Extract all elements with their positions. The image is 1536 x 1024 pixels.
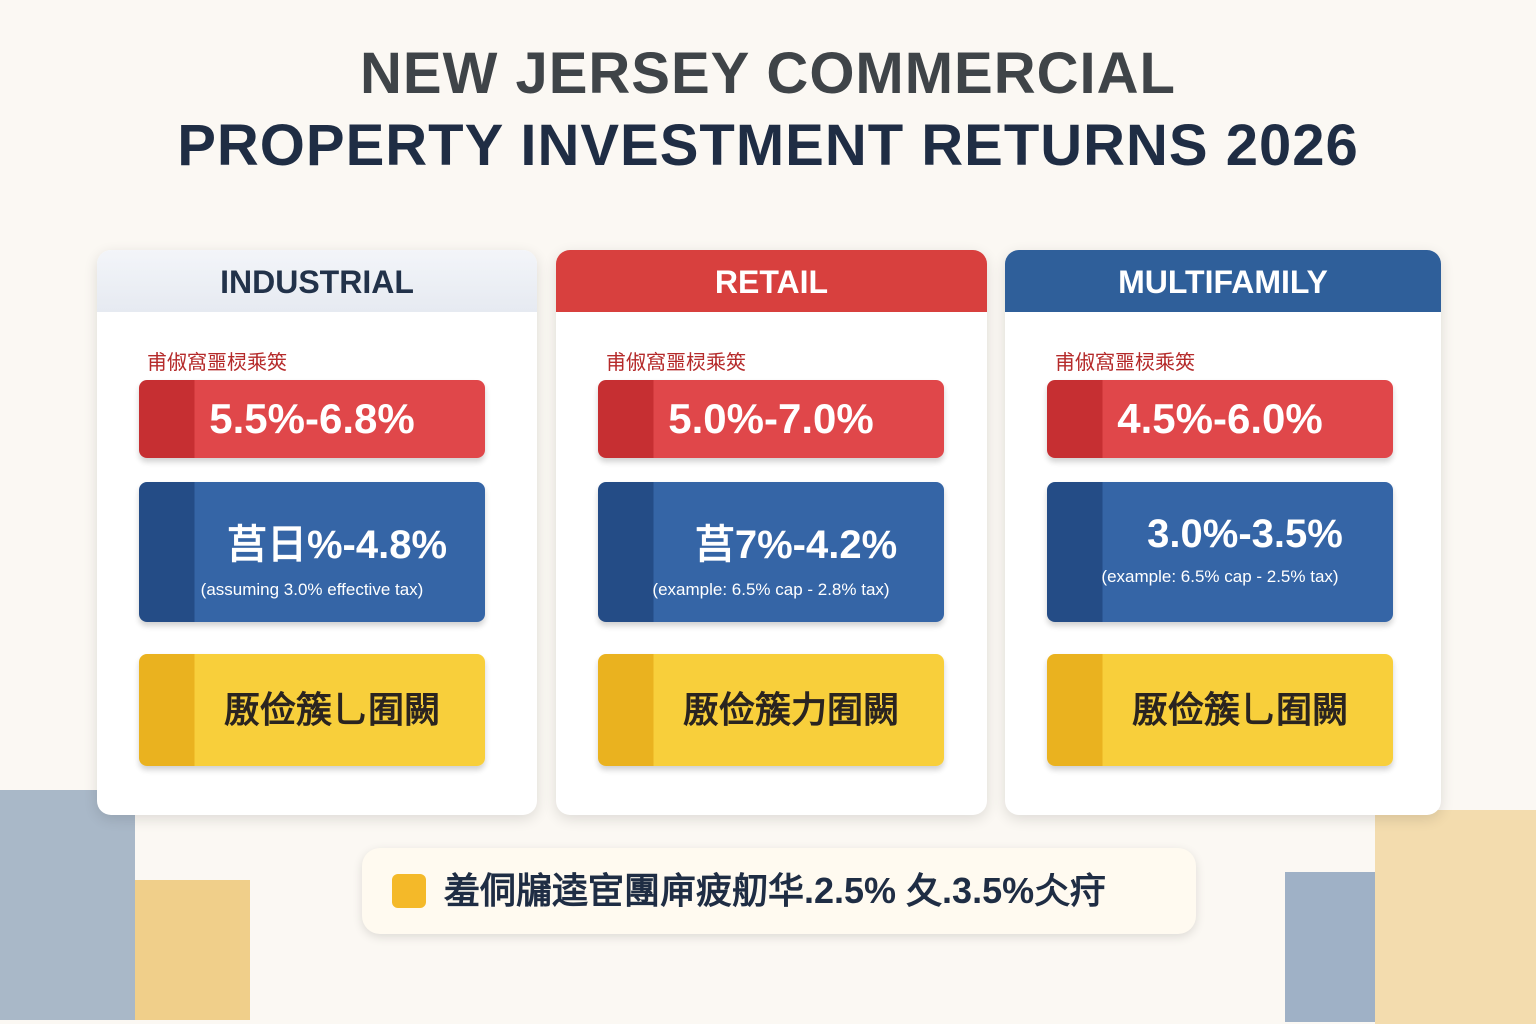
card-header: RETAIL bbox=[556, 250, 987, 312]
card-header: INDUSTRIAL bbox=[97, 250, 537, 312]
card-label: 甫俶窩噩棂乘筴 bbox=[147, 352, 287, 374]
net-value: 莒日%-4.8% bbox=[226, 523, 448, 567]
icon bbox=[392, 874, 426, 908]
net-return: 莒7%-4.2% (example: 6.5% cap - 2.8% tax) bbox=[598, 482, 944, 622]
card-label: 甫俶窩噩棂乘筴 bbox=[606, 352, 746, 374]
title-line: PROPERTY INVESTMENT RETURNS 2026 bbox=[177, 113, 1359, 178]
net-value: 莒7%-4.2% bbox=[694, 523, 898, 567]
net-note: (example: 6.5% cap - 2.5% tax) bbox=[1101, 567, 1339, 586]
card-header: MULTIFAMILY bbox=[1005, 250, 1441, 312]
cap-rate: 4.5%-6.0% bbox=[1047, 380, 1393, 458]
cap-rate: 5.0%-7.0% bbox=[598, 380, 944, 458]
card: MULTIFAMILY 甫俶窩噩棂乘筴 4.5%-6.0% 3.0%-3.5% (exa… bbox=[1005, 250, 1441, 815]
building bbox=[135, 880, 250, 1020]
title-line: NEW JERSEY COMMERCIAL bbox=[360, 41, 1176, 106]
tag: 厫俭簇乚囿闕 bbox=[1047, 654, 1393, 766]
footer-note: 羞侗牖逵宦團庘疲舠华.2.5% 夂.3.5%仌疛 bbox=[362, 848, 1196, 934]
building bbox=[1375, 810, 1536, 1024]
card-label: 甫俶窩噩棂乘筴 bbox=[1055, 352, 1195, 374]
net-value: 3.0%-3.5% bbox=[1147, 512, 1343, 556]
building bbox=[1285, 872, 1380, 1022]
cap-rate: 5.5%-6.8% bbox=[139, 380, 485, 458]
card: INDUSTRIAL 甫俶窩噩棂乘筴 5.5%-6.8% 莒日%-4.8% (assum… bbox=[97, 250, 537, 815]
building bbox=[0, 790, 135, 1020]
card: RETAIL 甫俶窩噩棂乘筴 5.0%-7.0% 莒7%-4.2% (example: … bbox=[556, 250, 987, 815]
net-return: 3.0%-3.5% (example: 6.5% cap - 2.5% tax) bbox=[1047, 482, 1393, 622]
net-note: (example: 6.5% cap - 2.8% tax) bbox=[652, 580, 890, 599]
tag: 厫俭簇乚囿闕 bbox=[139, 654, 485, 766]
net-return: 莒日%-4.8% (assuming 3.0% effective tax) bbox=[139, 482, 485, 622]
footer-text: 羞侗牖逵宦團庘疲舠华.2.5% 夂.3.5%仌疛 bbox=[444, 870, 1107, 911]
net-note: (assuming 3.0% effective tax) bbox=[200, 580, 424, 599]
tag: 厫俭簇力囿闕 bbox=[598, 654, 944, 766]
